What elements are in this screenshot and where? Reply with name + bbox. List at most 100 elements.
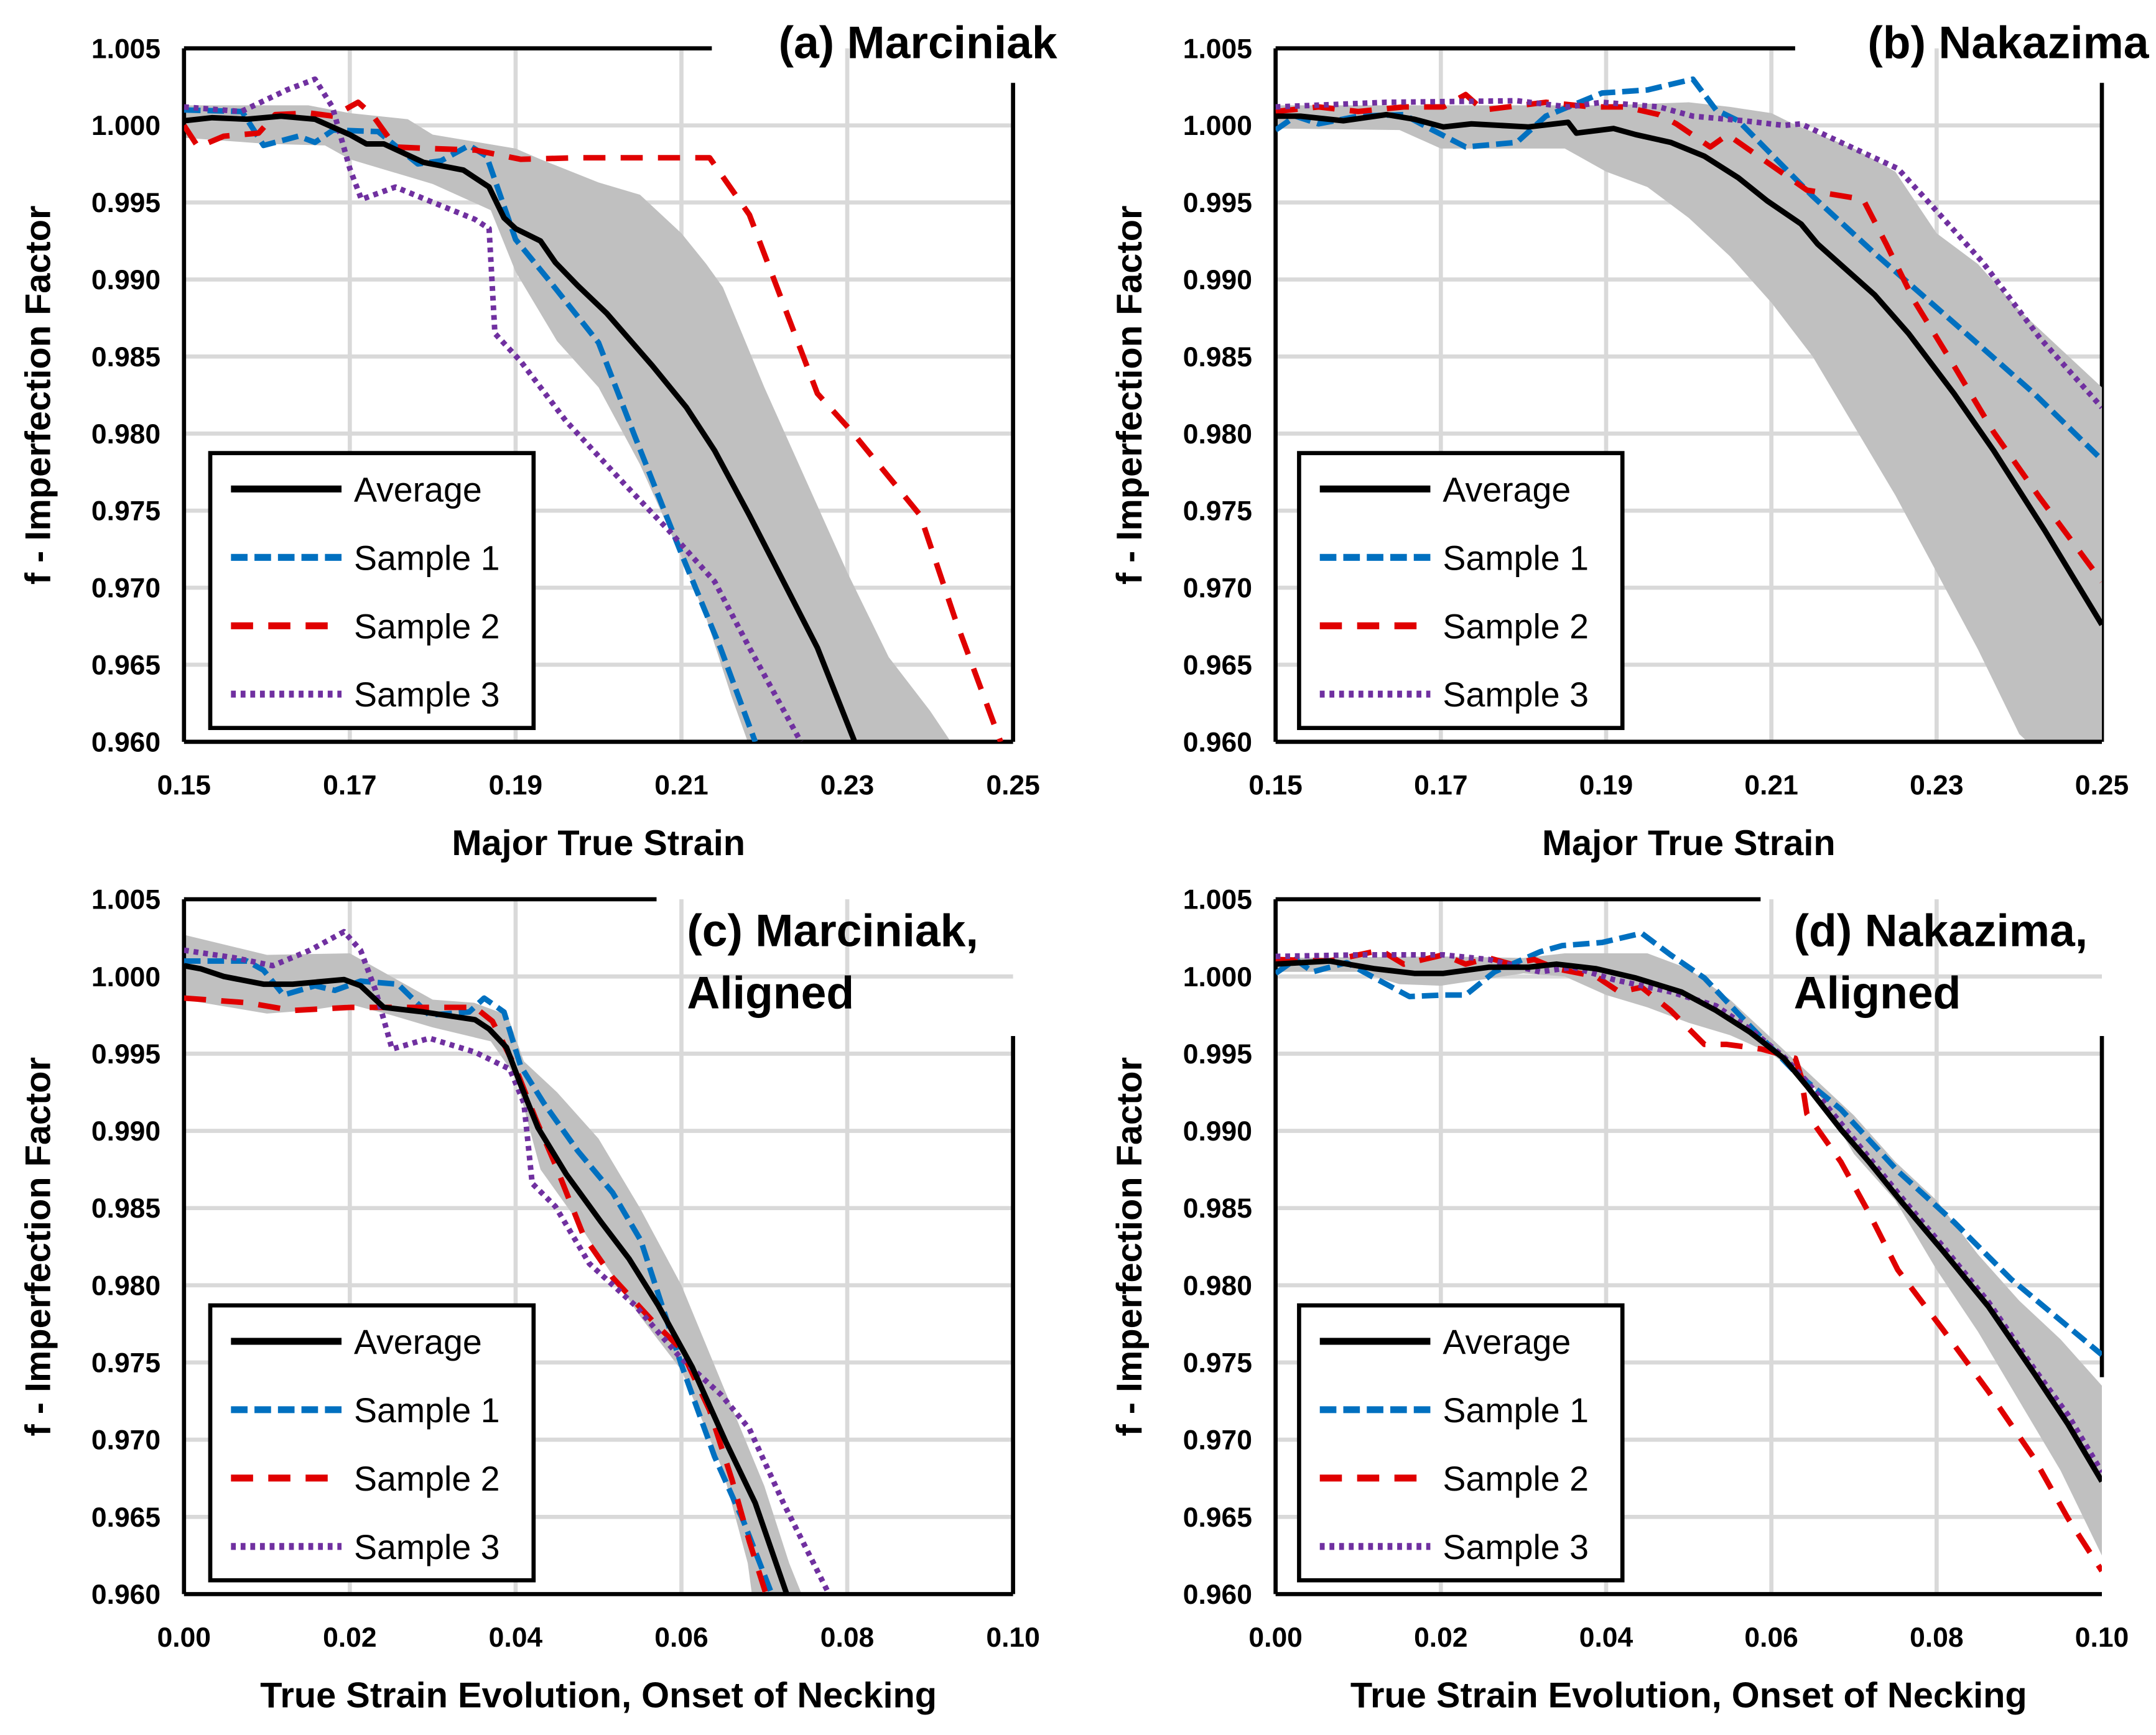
y-tick-label: 0.990 xyxy=(1183,265,1252,295)
series-line-average xyxy=(1275,111,2103,626)
y-axis-title: f - Imperfection Factor xyxy=(1110,1057,1150,1437)
y-tick-label: 1.005 xyxy=(91,34,160,64)
legend-label: Sample 3 xyxy=(1443,1528,1589,1566)
x-axis-title: Major True Strain xyxy=(1542,823,1836,863)
legend-label: Sample 1 xyxy=(354,1391,500,1430)
series-line-sample-1 xyxy=(1275,930,2103,1357)
legend-label: Average xyxy=(354,1323,482,1361)
y-tick-label: 0.965 xyxy=(91,1502,160,1533)
x-tick-label: 0.17 xyxy=(323,770,376,800)
range-band xyxy=(184,105,951,742)
chart-title: (a) Marciniak xyxy=(779,17,1057,68)
x-axis-title: True Strain Evolution, Onset of Necking xyxy=(260,1676,937,1716)
legend-label: Average xyxy=(1443,1323,1571,1361)
x-tick-label: 0.21 xyxy=(1744,770,1798,800)
y-tick-label: 1.005 xyxy=(1183,34,1252,64)
x-tick-label: 0.23 xyxy=(820,770,874,800)
x-tick-label: 0.00 xyxy=(1248,1622,1302,1653)
series-line-sample-2 xyxy=(184,995,769,1594)
y-tick-label: 0.990 xyxy=(91,1116,160,1147)
series-line-sample-2 xyxy=(1275,947,2103,1573)
x-tick-label: 0.10 xyxy=(986,1622,1039,1653)
x-tick-label: 0.06 xyxy=(1744,1622,1798,1653)
y-axis-title: f - Imperfection Factor xyxy=(1110,205,1150,585)
y-tick-label: 0.960 xyxy=(91,1580,160,1610)
y-tick-label: 0.995 xyxy=(1183,188,1252,218)
x-tick-label: 0.15 xyxy=(1248,770,1302,800)
y-tick-label: 0.980 xyxy=(91,419,160,450)
y-tick-label: 0.990 xyxy=(91,265,160,295)
x-tick-label: 0.23 xyxy=(1910,770,1963,800)
y-tick-label: 0.985 xyxy=(1183,1193,1252,1224)
y-tick-label: 0.960 xyxy=(1183,1580,1252,1610)
x-tick-label: 0.17 xyxy=(1414,770,1467,800)
x-tick-label: 0.06 xyxy=(654,1622,708,1653)
y-tick-label: 1.000 xyxy=(1183,111,1252,141)
y-tick-label: 0.985 xyxy=(91,342,160,372)
y-tick-label: 0.965 xyxy=(1183,650,1252,681)
y-tick-label: 0.970 xyxy=(91,1425,160,1456)
series-line-sample-1 xyxy=(184,107,758,742)
x-tick-label: 0.04 xyxy=(489,1622,543,1653)
series-line-sample-3 xyxy=(1275,952,2103,1474)
y-tick-label: 0.970 xyxy=(1183,573,1252,604)
legend: Average Sample 1 Sample 2 Sample 3 xyxy=(208,1303,536,1583)
chart-panel-a: 0.15 0.17 0.19 0.21 0.23 0.25 1.005 1.000 0.995 0… xyxy=(18,17,1057,863)
series-line-sample-3 xyxy=(184,76,804,742)
legend-label: Sample 2 xyxy=(1443,607,1589,645)
y-tick-label: 0.990 xyxy=(1183,1116,1252,1147)
chart-panel-d: 0.00 0.02 0.04 0.06 0.08 0.10 1.005 1.000 0.995 0… xyxy=(1110,885,2129,1716)
x-tick-label: 0.10 xyxy=(2075,1622,2129,1653)
y-tick-label: 0.975 xyxy=(1183,1348,1252,1379)
y-axis-title: f - Imperfection Factor xyxy=(18,1057,58,1437)
legend: Average Sample 1 Sample 2 Sample 3 xyxy=(1297,1303,1625,1583)
legend: Average Sample 1 Sample 2 Sample 3 xyxy=(1297,451,1625,730)
series-line-average xyxy=(1275,958,2103,1483)
legend-box xyxy=(208,1303,536,1583)
x-tick-label: 0.08 xyxy=(820,1622,874,1653)
y-tick-label: 1.005 xyxy=(1183,885,1252,915)
y-tick-label: 1.000 xyxy=(1183,962,1252,992)
x-tick-label: 0.08 xyxy=(1910,1622,1963,1653)
y-tick-label: 0.975 xyxy=(91,496,160,527)
legend-label: Sample 1 xyxy=(1443,539,1589,577)
y-tick-label: 0.980 xyxy=(1183,1270,1252,1301)
x-tick-label: 0.25 xyxy=(2075,770,2129,800)
x-tick-label: 0.02 xyxy=(323,1622,376,1653)
chart-panel-c: 0.00 0.02 0.04 0.06 0.08 0.10 1.005 1.000 0.995 0… xyxy=(18,885,1039,1716)
legend-label: Sample 1 xyxy=(354,539,500,577)
x-axis-title: Major True Strain xyxy=(452,823,745,863)
legend-label: Average xyxy=(1443,470,1571,509)
legend-box xyxy=(1297,451,1625,730)
y-tick-label: 0.965 xyxy=(1183,1502,1252,1533)
y-tick-label: 0.975 xyxy=(91,1348,160,1379)
legend-box xyxy=(1297,1303,1625,1583)
series-line-sample-2 xyxy=(184,99,1003,742)
y-tick-label: 1.000 xyxy=(91,111,160,141)
legend-label: Sample 1 xyxy=(1443,1391,1589,1430)
x-tick-label: 0.19 xyxy=(489,770,542,800)
chart-title: Aligned xyxy=(1794,968,1961,1019)
legend-label: Sample 3 xyxy=(354,1528,500,1566)
series-line-average xyxy=(184,963,789,1594)
y-tick-label: 0.980 xyxy=(91,1270,160,1301)
y-tick-label: 0.985 xyxy=(91,1193,160,1224)
y-axis-title: f - Imperfection Factor xyxy=(18,205,58,585)
chart-title: Aligned xyxy=(687,968,854,1019)
x-axis-title: True Strain Evolution, Onset of Necking xyxy=(1350,1676,2027,1716)
legend-label: Sample 2 xyxy=(354,1460,500,1498)
y-tick-label: 0.960 xyxy=(1183,727,1252,757)
legend-label: Sample 3 xyxy=(354,675,500,714)
chart-title: (b) Nakazima xyxy=(1867,17,2149,68)
x-tick-label: 0.02 xyxy=(1414,1622,1467,1653)
legend: Average Sample 1 Sample 2 Sample 3 xyxy=(208,451,536,730)
y-tick-label: 0.995 xyxy=(91,188,160,218)
legend-box xyxy=(208,451,536,730)
x-tick-label: 0.04 xyxy=(1579,1622,1633,1653)
series-line-average xyxy=(184,113,858,742)
x-tick-label: 0.25 xyxy=(986,770,1039,800)
chart-title: (d) Nakazima, xyxy=(1794,905,2088,956)
x-tick-label: 0.00 xyxy=(157,1622,211,1653)
range-band xyxy=(1275,953,2103,1556)
